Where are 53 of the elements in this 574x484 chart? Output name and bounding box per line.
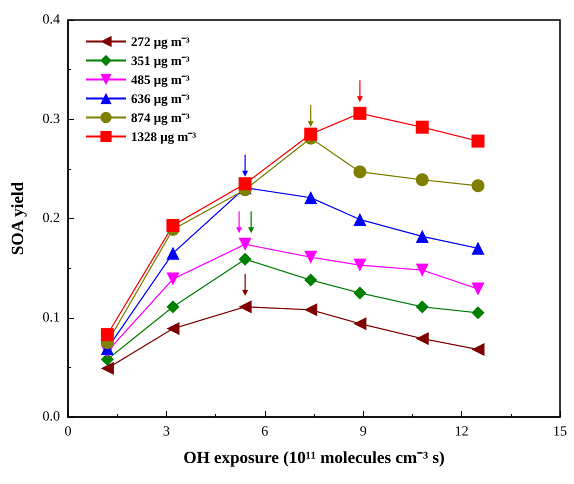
- x-tick-label: 3: [162, 424, 170, 440]
- point: [472, 179, 484, 192]
- point: [100, 328, 114, 342]
- x-tick-label: 15: [553, 424, 567, 440]
- point: [353, 258, 366, 272]
- point: [304, 274, 318, 287]
- point: [166, 272, 180, 286]
- point: [353, 317, 366, 330]
- point: [166, 322, 180, 336]
- point: [416, 230, 429, 243]
- point: [238, 300, 252, 314]
- point: [472, 343, 484, 356]
- point: [353, 212, 366, 226]
- point: [166, 246, 180, 260]
- legend-label: 272 μg m⁻³: [131, 34, 190, 49]
- y-tick-label: 0.1: [42, 310, 60, 326]
- x-axis-title: OH exposure (10¹¹ molecules cm⁻³ s): [183, 448, 445, 467]
- legend-label: 351 μg m⁻³: [131, 53, 190, 68]
- point: [353, 286, 366, 300]
- x-tick-label: 9: [360, 424, 367, 440]
- point: [238, 177, 252, 190]
- legend-label: 485 μg m⁻³: [131, 72, 190, 87]
- legend-label: 1328 μg m⁻³: [131, 129, 196, 144]
- point: [238, 238, 252, 251]
- y-tick-label: 0.2: [42, 211, 60, 226]
- point: [353, 106, 366, 120]
- point: [304, 250, 318, 264]
- point: [416, 173, 429, 186]
- x-tick-label: 6: [261, 424, 268, 440]
- point: [472, 134, 484, 148]
- point: [304, 303, 318, 316]
- point: [416, 264, 429, 277]
- y-tick-label: 0.4: [42, 12, 60, 28]
- x-tick-label: 0: [64, 424, 72, 440]
- point: [166, 300, 180, 314]
- y-tick-label: 0.3: [42, 112, 60, 127]
- point: [472, 282, 484, 296]
- point: [416, 120, 429, 134]
- point: [416, 332, 429, 346]
- y-axis-title: SOA yield: [8, 181, 27, 256]
- point: [304, 191, 318, 204]
- point: [304, 128, 318, 141]
- point: [472, 242, 484, 255]
- legend-label: 636 μg m⁻³: [131, 91, 190, 106]
- point: [472, 306, 484, 320]
- legend-label: 874 μg m⁻³: [131, 110, 190, 125]
- point: [416, 300, 429, 314]
- point: [353, 165, 366, 178]
- point: [100, 362, 114, 375]
- y-tick-label: 0.0: [42, 410, 60, 424]
- point: [238, 252, 252, 266]
- x-tick-label: 12: [454, 424, 469, 440]
- point: [166, 218, 180, 232]
